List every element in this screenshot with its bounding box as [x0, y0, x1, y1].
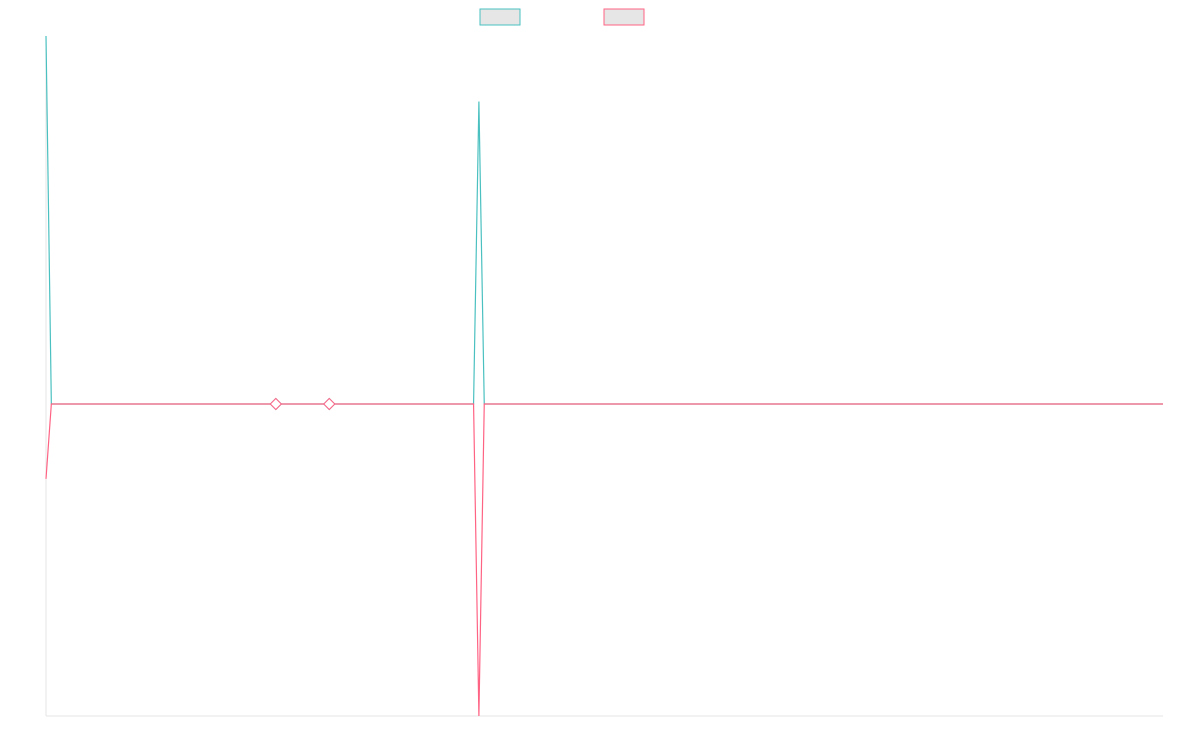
- chart-axes: [45, 36, 1163, 717]
- series-1-line: [45, 35, 1163, 405]
- legend-swatch-1[interactable]: [479, 8, 521, 26]
- series-2-point-53[interactable]: [323, 397, 336, 411]
- series-layer: [45, 35, 1163, 717]
- legend-item-1[interactable]: [479, 8, 521, 26]
- legend-swatch-2[interactable]: [603, 8, 645, 26]
- legend[interactable]: [479, 8, 645, 26]
- series-2-point-43[interactable]: [269, 397, 283, 411]
- legend-item-2[interactable]: [603, 8, 645, 26]
- series-2-line: [45, 403, 1163, 717]
